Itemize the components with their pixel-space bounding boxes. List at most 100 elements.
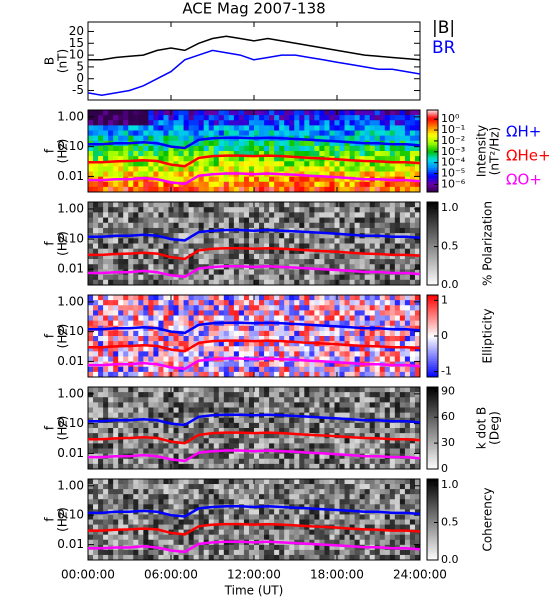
spectrogram-cell (163, 243, 169, 250)
spectrogram-cell (238, 151, 245, 157)
spectrogram-cell (394, 392, 401, 398)
spectrogram-cell (374, 320, 381, 327)
spectrogram-cell (379, 305, 386, 311)
spectrogram-cell (213, 392, 220, 398)
spectrogram-cell (259, 125, 265, 131)
spectrogram-cell (334, 494, 340, 500)
spectrogram-cell (128, 341, 134, 347)
spectrogram-cell (228, 330, 235, 337)
spectrogram-cell (254, 392, 260, 398)
spectrogram-cell (133, 448, 139, 455)
spectrogram-cell (399, 253, 406, 260)
spectrogram-cell (299, 233, 305, 239)
spectrogram-cell (188, 222, 195, 229)
spectrogram-cell (148, 222, 154, 229)
spectrogram-cell (354, 310, 361, 316)
spectrogram-cell (133, 300, 139, 306)
spectrogram-cell (183, 135, 190, 142)
spectrogram-cell (324, 120, 330, 126)
spectrogram-cell (309, 438, 315, 444)
spectrogram-cell (158, 274, 164, 281)
spectrogram-cell (304, 392, 310, 398)
spectrogram-cell (259, 186, 265, 193)
spectrogram-cell (108, 479, 114, 485)
spectrogram-cell (389, 479, 396, 485)
colorbar-cell (427, 251, 438, 255)
spectrogram-cell (339, 320, 345, 327)
spectrogram-cell (173, 202, 179, 208)
spectrogram-cell (113, 181, 119, 188)
spectrogram-cell (409, 140, 416, 147)
spectrogram-cell (88, 227, 94, 234)
spectrogram-cell (409, 325, 416, 332)
spectrogram-cell (279, 438, 285, 444)
spectrogram-cell (334, 181, 340, 188)
colorbar-tick-label: 90 (441, 384, 455, 397)
spectrogram-cell (279, 300, 285, 306)
spectrogram-cell (168, 458, 174, 465)
spectrogram-cell (238, 300, 245, 306)
spectrogram-cell (198, 145, 205, 152)
spectrogram-cell (123, 300, 129, 306)
spectrogram-cell (148, 433, 154, 439)
spectrogram-cell (394, 305, 401, 311)
spectrogram-cell (394, 412, 401, 419)
spectrogram-cell (193, 305, 200, 311)
spectrogram-cell (264, 217, 270, 224)
spectrogram-cell (299, 207, 305, 213)
spectrogram-cell (309, 397, 315, 403)
spectrogram-cell (148, 494, 154, 500)
spectrogram-cell (218, 453, 225, 460)
spectrogram-cell (108, 402, 114, 408)
spectrogram-cell (384, 433, 391, 439)
spectrogram-cell (349, 402, 356, 408)
spectrogram-cell (218, 336, 225, 342)
spectrogram-cell (103, 181, 109, 188)
spectrogram-cell (414, 387, 421, 393)
spectrogram-cell (254, 479, 260, 485)
spectrogram-cell (148, 371, 154, 378)
spectrogram-cell (98, 305, 104, 311)
spectrogram-cell (334, 300, 340, 306)
spectrogram-cell (233, 417, 240, 424)
spectrogram-cell (384, 387, 391, 393)
spectrogram-cell (243, 233, 250, 239)
spectrogram-cell (334, 361, 340, 368)
spectrogram-cell (274, 489, 280, 495)
spectrogram-cell (304, 463, 310, 470)
spectrogram-cell (88, 212, 94, 218)
spectrogram-cell (309, 186, 315, 193)
spectrogram-cell (339, 222, 345, 229)
spectrogram-cell (399, 264, 406, 270)
spectrogram-cell (108, 279, 114, 286)
spectrogram-cell (143, 207, 149, 213)
spectrogram-cell (304, 186, 310, 193)
spectrogram-cell (228, 217, 235, 224)
spectrogram-cell (183, 274, 190, 281)
spectrogram-cell (329, 463, 335, 470)
spectrogram-cell (409, 356, 416, 363)
spectrogram-cell (198, 346, 205, 352)
spectrogram-cell (374, 212, 381, 218)
spectrogram-cell (394, 366, 401, 373)
spectrogram-cell (389, 433, 396, 439)
spectrogram-cell (349, 171, 356, 178)
spectrogram-cell (198, 212, 205, 218)
spectrogram-cell (324, 140, 330, 147)
spectrogram-cell (259, 346, 265, 352)
y-tick-label: 0.01 (57, 169, 84, 183)
spectrogram-cell (178, 417, 184, 424)
spectrogram-cell (324, 417, 330, 424)
spectrogram-cell (228, 181, 235, 188)
spectrogram-cell (178, 397, 184, 403)
spectrogram-cell (113, 248, 119, 255)
spectrogram-cell (299, 397, 305, 403)
spectrogram-cell (319, 115, 325, 121)
spectrogram-cell (203, 145, 210, 152)
spectrogram-cell (409, 120, 416, 126)
spectrogram-cell (223, 130, 230, 137)
spectrogram-cell (113, 494, 119, 500)
spectrogram-cell (334, 402, 340, 408)
spectrogram-cell (118, 499, 124, 505)
colorbar-cell (427, 401, 438, 404)
